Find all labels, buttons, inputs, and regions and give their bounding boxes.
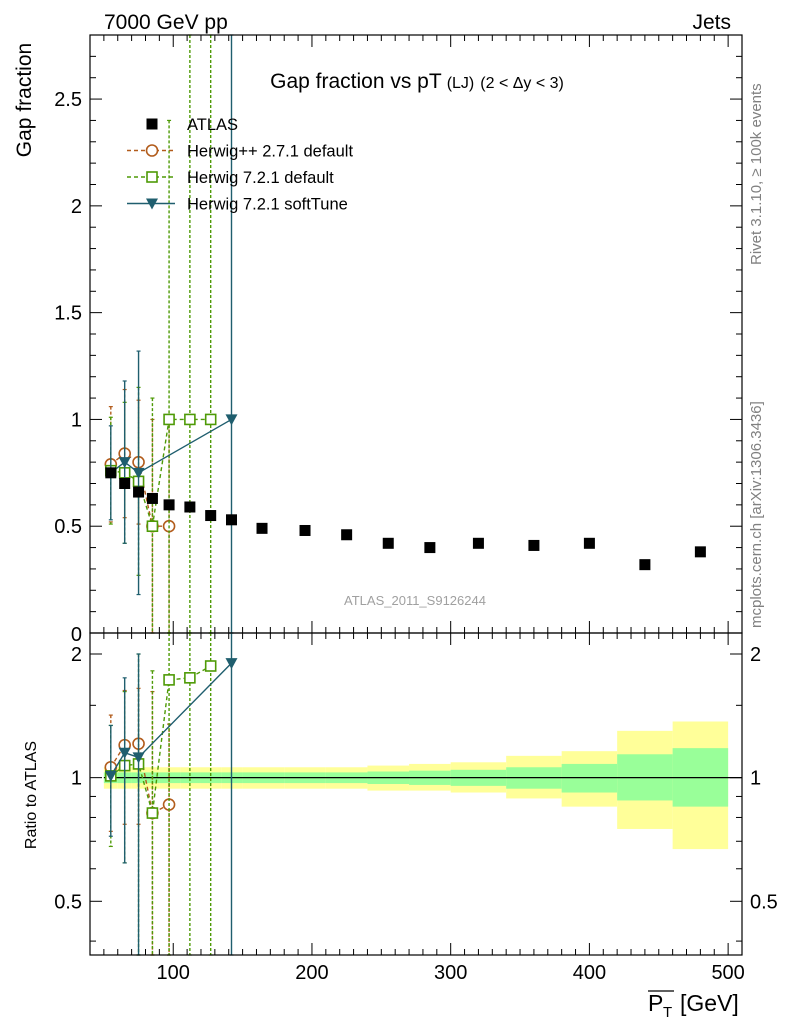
main-data-point [184,501,196,513]
main-data-point [205,510,217,522]
main-y-tick-label: 1 [71,409,82,431]
main-y-tick-label: 1.5 [54,303,82,325]
header-left-label: 7000 GeV pp [104,11,228,34]
legend-label: Herwig 7.2.1 default [187,169,334,187]
legend-label: ATLAS [187,116,238,134]
x-axis-label-sub: T [663,1004,672,1021]
ratio-data-point [132,752,145,764]
ratio-y-tick-label-left: 0.5 [54,891,82,913]
main-data-point [146,520,159,533]
main-data-point [163,499,175,511]
x-tick-label: 300 [434,962,467,984]
main-series-line [110,418,232,474]
legend-item: Herwig++ 2.7.1 default [127,143,353,161]
main-data-point [639,559,651,571]
main-series-herwig-7-2-1-softtune [104,34,238,634]
x-tick-label: 500 [711,962,744,984]
rivet-version-label: Rivet 3.1.10, ≥ 100k events [748,83,765,265]
x-axis-label-main: P [648,990,663,1016]
main-y-tick-label: 0.5 [54,516,82,538]
main-chart-title: Gap fraction vs pT (LJ) (2 < Δy < 3) [270,70,564,93]
main-data-point [382,537,394,549]
main-data-point [424,542,436,554]
legend: ATLAS Herwig++ 2.7.1 default Herwig 7.2.1 … [127,116,353,214]
main-y-tick-label: 2 [71,196,82,218]
main-data-point [472,537,484,549]
main-data-point [133,486,145,498]
ratio-series-herwig-7-2-1-default [105,632,217,956]
main-data-point [528,539,540,551]
x-tick-label: 200 [295,962,328,984]
ratio-data-point [225,658,238,670]
ratio-data-point [163,674,175,686]
main-data-point [163,413,175,426]
legend-item: Herwig 7.2.1 softTune [127,196,348,214]
main-data-point [583,537,595,549]
main-data-point [105,467,117,479]
ratio-frame [89,632,743,956]
main-data-point [119,478,131,489]
main-y-axis-label: Gap fraction [13,43,36,157]
main-y-tick-label: 2.5 [54,89,82,111]
legend-item: Herwig 7.2.1 default [127,169,334,187]
main-panel: 0.5 1 1.5 2 2.5 0 Gap fraction Gap fraction v… [13,34,743,646]
ratio-series-line [110,662,232,777]
legend-marker [146,118,158,130]
mcplots-reference-label: mcplots.cern.ch [arXiv:1306.3436] [748,401,765,628]
legend-marker [146,171,158,183]
main-data-point [299,524,311,536]
legend-label: Herwig++ 2.7.1 default [187,143,353,161]
main-axes: 0.5 1 1.5 2 2.5 0 [54,35,742,646]
main-series-herwig-2-7-1-default [104,388,176,634]
main-data-point [146,492,158,504]
ratio-data-point [118,747,131,759]
main-data-point [694,546,706,558]
ratio-axes: 0.5 0.5 1 1 2 2 100 200 300 400 500 [54,633,778,984]
legend-label: Herwig 7.2.1 softTune [187,196,348,214]
title-range-text: (2 < Δy < 3) [480,75,564,92]
legend-marker [145,144,159,157]
legend-marker [146,198,158,210]
main-data-point [225,514,237,526]
ratio-y-tick-label-right: 2 [750,644,761,666]
main-data-point [225,414,238,426]
ratio-y-tick-label-left: 1 [71,768,82,790]
main-data-point [341,529,353,541]
ratio-series-herwig-7-2-1-softtune [104,632,238,956]
ratio-y-tick-label-right: 0.5 [750,891,778,913]
main-data-point [184,413,196,426]
ratio-y-tick-label-right: 1 [750,768,761,790]
ratio-data-point [184,672,196,684]
ratio-series-line [110,742,170,815]
ratio-data-point [104,770,117,782]
main-data-point [132,467,145,479]
main-y-tick-label: 0 [71,624,82,646]
ratio-plot-content [103,632,742,956]
main-data-point [204,413,217,426]
ratio-data-point [204,660,217,672]
x-axis-label-unit: [GeV] [680,990,739,1016]
x-tick-label: 100 [157,962,190,984]
analysis-watermark: ATLAS_2011_S9126244 [344,593,486,608]
ratio-y-axis-label: Ratio to ATLAS [23,741,40,849]
main-plot-content [104,34,706,634]
ratio-data-point [146,807,159,819]
ratio-y-tick-label-left: 2 [71,644,82,666]
header-right-label: Jets [692,11,731,34]
main-series-atlas [105,467,706,571]
main-data-point [256,522,268,534]
ratio-series-herwig-2-7-1-default [104,687,176,956]
title-main-text: Gap fraction vs pT [270,70,442,93]
main-data-point [118,457,131,469]
x-tick-label: 400 [573,962,606,984]
x-axis-label: P T [GeV] [648,990,739,1021]
title-small-text: (LJ) [447,75,475,92]
ratio-panel: 0.5 0.5 1 1 2 2 100 200 300 400 500 Ratio to ATLAS… [23,632,778,1021]
legend-item: ATLAS [146,116,238,134]
